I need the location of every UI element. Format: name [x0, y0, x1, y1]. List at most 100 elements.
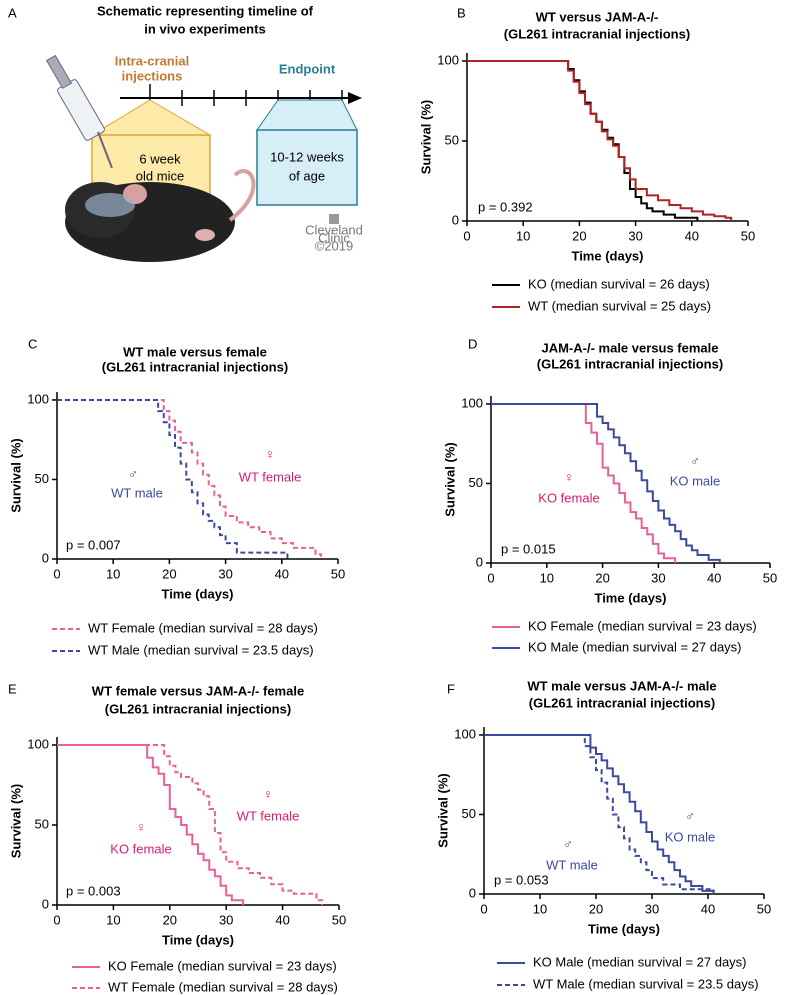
x-tick-label: 50: [331, 566, 345, 581]
x-axis-label: Time (days): [161, 586, 233, 601]
start-box-text: old mice: [136, 168, 184, 183]
y-tick-label: 100: [437, 52, 459, 67]
chart-title: WT male versus female: [123, 344, 267, 359]
x-tick-label: 0: [480, 901, 487, 916]
legend-label: WT Female (median survival = 28 days): [88, 620, 318, 635]
legend-label: WT Male (median survival = 23.5 days): [88, 642, 314, 657]
p-value: p = 0.015: [501, 541, 556, 556]
chart-title: (GL261 intracranial injections): [537, 356, 723, 371]
schematic: A Schematic representing timeline of in …: [8, 3, 363, 262]
annotation-label: KO male: [665, 829, 716, 844]
annotation-label: KO female: [110, 841, 171, 856]
x-tick-label: 0: [53, 566, 60, 581]
x-tick-label: 30: [645, 901, 659, 916]
y-tick-label: 0: [469, 885, 476, 900]
y-tick-label: 100: [27, 391, 49, 406]
survival-curve: [491, 402, 721, 563]
annotation-symbol: ♀: [263, 786, 273, 801]
y-tick-label: 100: [27, 736, 49, 751]
panel-label: E: [8, 681, 17, 696]
start-label: injections: [122, 68, 183, 83]
y-axis-label: Survival (%): [442, 442, 457, 516]
chart: E WT female versus JAM-A-/- female (GL261 …: [8, 681, 346, 994]
y-tick-label: 50: [445, 132, 459, 147]
survival-curve: [467, 60, 733, 221]
chart-title: (GL261 intracranial injections): [529, 695, 715, 710]
credit: ©2019: [315, 238, 354, 253]
annotation-symbol: ♀: [136, 819, 146, 834]
x-tick-label: 40: [275, 912, 289, 927]
survival-curve: [484, 733, 715, 894]
annotation-label: WT female: [237, 808, 300, 823]
panel-label: F: [447, 681, 455, 696]
y-tick-label: 100: [454, 726, 476, 741]
x-tick-label: 20: [162, 566, 176, 581]
y-tick-label: 50: [35, 816, 49, 831]
x-tick-label: 50: [741, 228, 755, 243]
annotation-label: KO female: [538, 490, 599, 505]
start-label: Intra-cranial: [115, 53, 189, 68]
x-tick-label: 40: [685, 228, 699, 243]
x-tick-label: 40: [707, 570, 721, 585]
legend-label: WT Female (median survival = 28 days): [108, 979, 338, 994]
annotation-symbol: ♂: [563, 836, 573, 851]
chart: D JAM-A-/- male versus female(GL261 intra…: [442, 336, 777, 654]
x-tick-label: 30: [218, 566, 232, 581]
survival-curve: [57, 744, 245, 905]
x-axis-label: Time (days): [571, 248, 643, 263]
legend-label: KO Male (median survival = 27 days): [533, 954, 747, 969]
timeline-arrow: [348, 92, 362, 104]
y-tick-label: 50: [469, 475, 483, 490]
survival-curve: [491, 402, 677, 563]
chart: B WT versus JAM-A-/- (GL261 intracranial i…: [418, 5, 755, 313]
legend-label: KO Male (median survival = 27 days): [528, 639, 742, 654]
x-tick-label: 40: [275, 566, 289, 581]
x-tick-label: 30: [628, 228, 642, 243]
y-tick-label: 0: [42, 896, 49, 911]
timeline-ticks: [149, 84, 343, 106]
annotation-symbol: ♀: [564, 469, 574, 484]
end-box-text: 10-12 weeks: [270, 149, 344, 164]
p-value: p = 0.392: [478, 199, 533, 214]
annotation-label: WT male: [111, 485, 163, 500]
zoom-wedge: [256, 99, 358, 131]
x-tick-label: 20: [589, 901, 603, 916]
annotation-label: KO male: [670, 473, 721, 488]
x-tick-label: 0: [53, 912, 60, 927]
x-tick-label: 20: [595, 570, 609, 585]
chart-title: WT male versus JAM-A-/- male: [527, 678, 716, 693]
y-tick-label: 100: [461, 395, 483, 410]
legend-label: WT (median survival = 25 days): [528, 298, 711, 313]
y-axis-label: Survival (%): [8, 438, 23, 512]
chart-title: (GL261 intracranial injections): [504, 26, 690, 41]
legend-label: KO Female (median survival = 23 days): [108, 958, 337, 973]
zoom-wedge: [90, 99, 212, 136]
schematic-title: Schematic representing timeline of: [97, 3, 314, 18]
x-tick-label: 10: [533, 901, 547, 916]
y-tick-label: 0: [476, 554, 483, 569]
x-axis-label: Time (days): [162, 932, 234, 947]
p-value: p = 0.003: [66, 883, 121, 898]
annotation-symbol: ♂: [128, 466, 138, 481]
x-tick-label: 50: [763, 570, 777, 585]
chart-title: WT female versus JAM-A-/- female: [92, 683, 304, 698]
x-tick-label: 0: [463, 228, 470, 243]
start-box-text: 6 week: [139, 151, 181, 166]
x-tick-label: 10: [106, 912, 120, 927]
panel-label: B: [457, 5, 466, 20]
end-box-text: of age: [289, 168, 325, 183]
survival-curve: [57, 398, 289, 559]
panel-label: A: [8, 5, 17, 20]
y-tick-label: 50: [35, 471, 49, 486]
survival-curve: [57, 398, 323, 559]
survival-curve: [467, 60, 699, 221]
y-tick-label: 0: [452, 212, 459, 227]
mouse: [65, 169, 256, 262]
chart-title: WT versus JAM-A-/-: [536, 9, 659, 24]
p-value: p = 0.007: [66, 537, 121, 552]
x-tick-label: 10: [516, 228, 530, 243]
x-tick-label: 30: [651, 570, 665, 585]
chart: F WT male versus JAM-A-/- male (GL261 intr…: [435, 678, 771, 991]
y-axis-label: Survival (%): [418, 100, 433, 174]
